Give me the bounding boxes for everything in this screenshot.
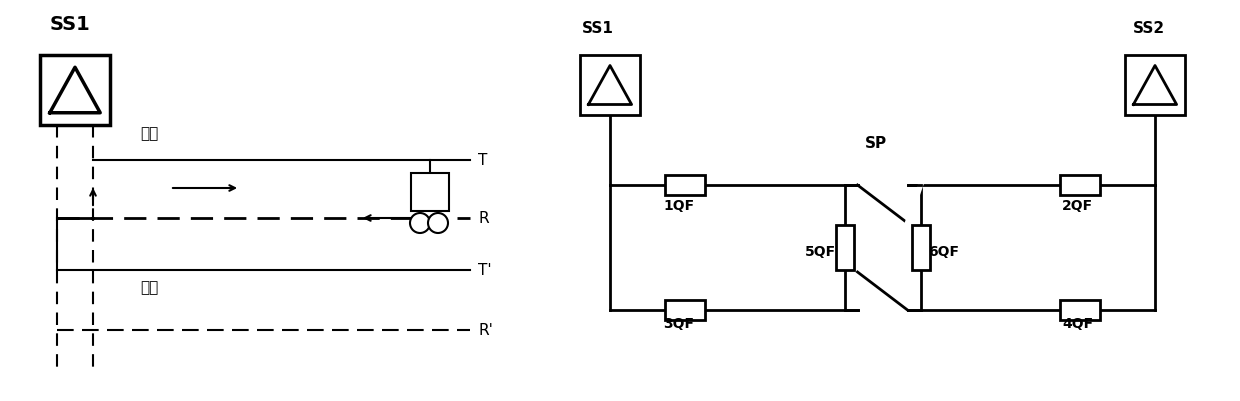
- Bar: [410, 173, 449, 211]
- Bar: [1125, 55, 1185, 115]
- Text: T': T': [477, 263, 491, 278]
- Circle shape: [410, 213, 430, 233]
- Text: SP: SP: [864, 136, 887, 151]
- Text: SS1: SS1: [582, 21, 614, 36]
- Text: 2QF: 2QF: [1061, 199, 1094, 213]
- Bar: [911, 225, 930, 270]
- Text: 5QF: 5QF: [805, 245, 836, 259]
- Text: 下行: 下行: [140, 280, 159, 295]
- Text: SS1: SS1: [50, 15, 91, 34]
- Bar: [40, 55, 110, 125]
- Text: 1QF: 1QF: [663, 199, 694, 213]
- Text: 6QF: 6QF: [929, 245, 960, 259]
- Text: 4QF: 4QF: [1061, 317, 1094, 331]
- Bar: [665, 300, 706, 320]
- Bar: [665, 175, 706, 195]
- Bar: [1060, 175, 1100, 195]
- Text: R: R: [477, 211, 489, 226]
- Bar: [836, 225, 853, 270]
- Bar: [1060, 300, 1100, 320]
- Text: SS2: SS2: [1133, 21, 1166, 36]
- Text: 3QF: 3QF: [663, 317, 694, 331]
- Text: R': R': [477, 323, 492, 338]
- Text: T: T: [477, 153, 487, 168]
- Circle shape: [428, 213, 448, 233]
- Bar: [580, 55, 640, 115]
- Text: 上行: 上行: [140, 126, 159, 141]
